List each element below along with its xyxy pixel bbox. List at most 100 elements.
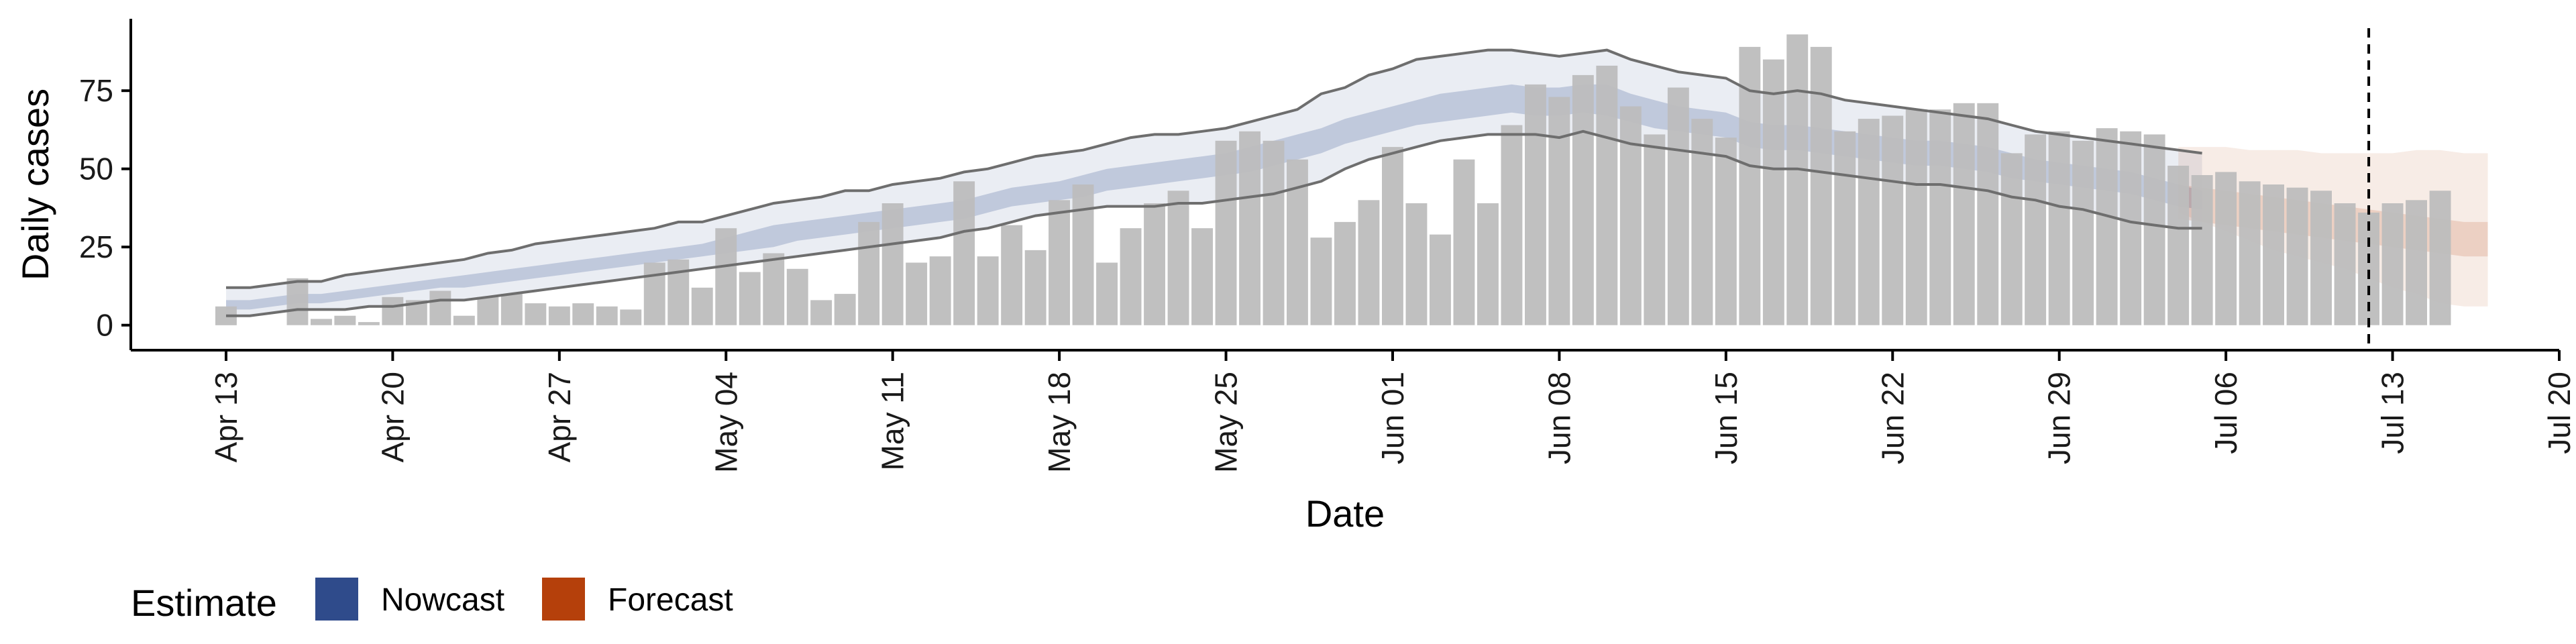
x-ticks: Apr 13 Apr 20 Apr 27 May 04 May 11 May 18 May … <box>209 350 2576 473</box>
nowcast-lower-line <box>226 129 2202 317</box>
case-bar <box>1596 65 1618 325</box>
case-bar <box>1501 125 1523 325</box>
case-bar <box>453 315 475 325</box>
case-bar <box>1334 221 1356 325</box>
case-bar <box>2215 172 2237 325</box>
case-bar <box>906 262 928 325</box>
x-tick-label: Jun 15 <box>1709 372 1743 464</box>
x-tick-label: Apr 20 <box>375 372 410 463</box>
case-bar <box>1953 103 1975 325</box>
case-bar <box>2000 153 2023 325</box>
case-bar <box>2120 131 2142 325</box>
case-bar <box>810 300 833 325</box>
case-bar <box>1739 46 1761 325</box>
case-bar <box>1358 200 1380 325</box>
case-bar <box>1667 87 1689 325</box>
x-tick-label: Jun 01 <box>1375 372 1410 464</box>
case-bar <box>620 309 642 325</box>
case-bar <box>1239 131 1260 325</box>
nowcast-boundary-lines <box>226 48 2202 317</box>
case-bar <box>786 268 808 325</box>
case-bar <box>1120 228 1142 325</box>
case-bar <box>2286 187 2308 325</box>
case-bar <box>953 181 975 325</box>
x-tick-label: Jun 29 <box>2042 372 2077 464</box>
axes <box>129 19 2559 352</box>
case-bar <box>1215 140 1237 325</box>
case-bar <box>334 315 356 325</box>
legend-title: Estimate <box>131 582 277 624</box>
case-bar <box>2334 203 2356 325</box>
x-tick-label: Jul 06 <box>2208 372 2243 454</box>
case-bar <box>429 290 451 325</box>
legend-swatch <box>315 578 358 621</box>
case-bar <box>2310 191 2332 325</box>
case-bar <box>1072 184 1094 325</box>
case-bar <box>739 272 761 325</box>
case-bar <box>548 306 570 325</box>
case-bar <box>2406 200 2427 325</box>
case-bar <box>1477 203 1499 325</box>
case-bar <box>1691 119 1713 325</box>
case-bar <box>477 297 499 325</box>
legend-label: Nowcast <box>381 582 504 618</box>
legend-label: Forecast <box>608 582 733 618</box>
case-bar <box>929 256 951 325</box>
case-bar <box>834 294 856 325</box>
case-bar <box>2263 184 2284 325</box>
case-bar <box>1453 159 1475 325</box>
case-bar <box>2072 140 2094 325</box>
x-tick-label: Jul 20 <box>2542 372 2576 454</box>
y-tick-label: 50 <box>79 152 113 186</box>
nowcast-upper-line <box>226 48 2202 289</box>
y-axis-title: Daily cases <box>14 89 56 280</box>
case-bar <box>2191 175 2213 325</box>
y-tick-label: 0 <box>96 308 113 343</box>
case-bar <box>1382 147 1403 325</box>
case-bar <box>1858 119 1880 325</box>
x-tick-label: May 11 <box>875 372 910 470</box>
legend: Estimate Nowcast Forecast <box>131 578 733 624</box>
case-bar <box>358 322 380 325</box>
case-bar <box>1786 34 1809 325</box>
case-bar <box>2381 203 2404 325</box>
case-bar <box>1263 140 1285 325</box>
case-bar <box>2096 128 2118 325</box>
case-bar <box>1548 97 1570 325</box>
case-bar <box>596 306 618 325</box>
case-bar <box>1310 237 1332 325</box>
case-bar <box>858 221 880 325</box>
case-bar <box>2429 191 2451 325</box>
case-bar <box>1834 131 1856 325</box>
case-bar <box>2025 134 2047 325</box>
x-tick-label: Jun 22 <box>1875 372 1910 464</box>
case-bar <box>977 256 999 325</box>
case-bar <box>1430 234 1451 325</box>
case-bar <box>1762 59 1784 325</box>
x-axis-title: Date <box>1305 492 1385 535</box>
case-bar <box>500 294 523 325</box>
case-bar <box>1929 109 1951 325</box>
case-bar <box>525 303 547 325</box>
x-tick-label: Jun 08 <box>1542 372 1576 464</box>
x-tick-label: Apr 27 <box>542 372 577 463</box>
case-bar <box>2048 131 2070 325</box>
y-ticks: 0 25 50 75 <box>79 73 131 343</box>
legend-swatch <box>542 578 585 621</box>
x-tick-label: Apr 13 <box>209 372 244 463</box>
x-tick-label: Jul 13 <box>2375 372 2410 454</box>
case-bar <box>1144 203 1165 325</box>
case-bar <box>691 287 713 325</box>
case-bar <box>1619 106 1642 325</box>
case-bar <box>1049 200 1070 325</box>
case-bar <box>667 259 690 325</box>
x-tick-label: May 18 <box>1042 372 1077 473</box>
case-bar <box>1096 262 1118 325</box>
y-tick-label: 25 <box>79 229 113 264</box>
case-bar <box>643 262 665 325</box>
case-bar <box>1977 103 1999 325</box>
case-bar <box>1882 115 1904 325</box>
daily-case-bars <box>215 34 2451 325</box>
